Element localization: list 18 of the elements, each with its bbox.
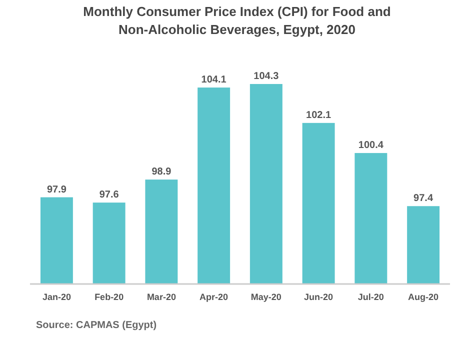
data-label: 104.1	[201, 74, 227, 86]
x-tick-label: Jun-20	[304, 292, 334, 302]
data-label: 104.3	[254, 71, 280, 82]
x-tick-label: Apr-20	[200, 292, 228, 302]
data-label: 100.4	[358, 140, 384, 152]
data-label: 97.6	[99, 190, 120, 201]
chart-title: Monthly Consumer Price Index (CPI) for Food and Non-Alcoholic Beverages, Egypt, 2020	[83, 4, 391, 37]
x-tick-label: Aug-20	[408, 292, 439, 302]
data-label: 97.4	[414, 193, 434, 204]
x-tick-label: Feb-20	[94, 292, 124, 302]
source-note: Source: CAPMAS (Egypt)	[36, 320, 157, 331]
x-tick-label: Jul-20	[358, 292, 384, 302]
data-label: 97.9	[46, 184, 67, 196]
data-label: 102.1	[306, 110, 332, 121]
x-tick-label: Jan-20	[42, 292, 71, 302]
x-tick-label: Mar-20	[146, 292, 176, 302]
data-label: 98.9	[152, 166, 172, 178]
x-tick-label: May-20	[250, 292, 282, 302]
